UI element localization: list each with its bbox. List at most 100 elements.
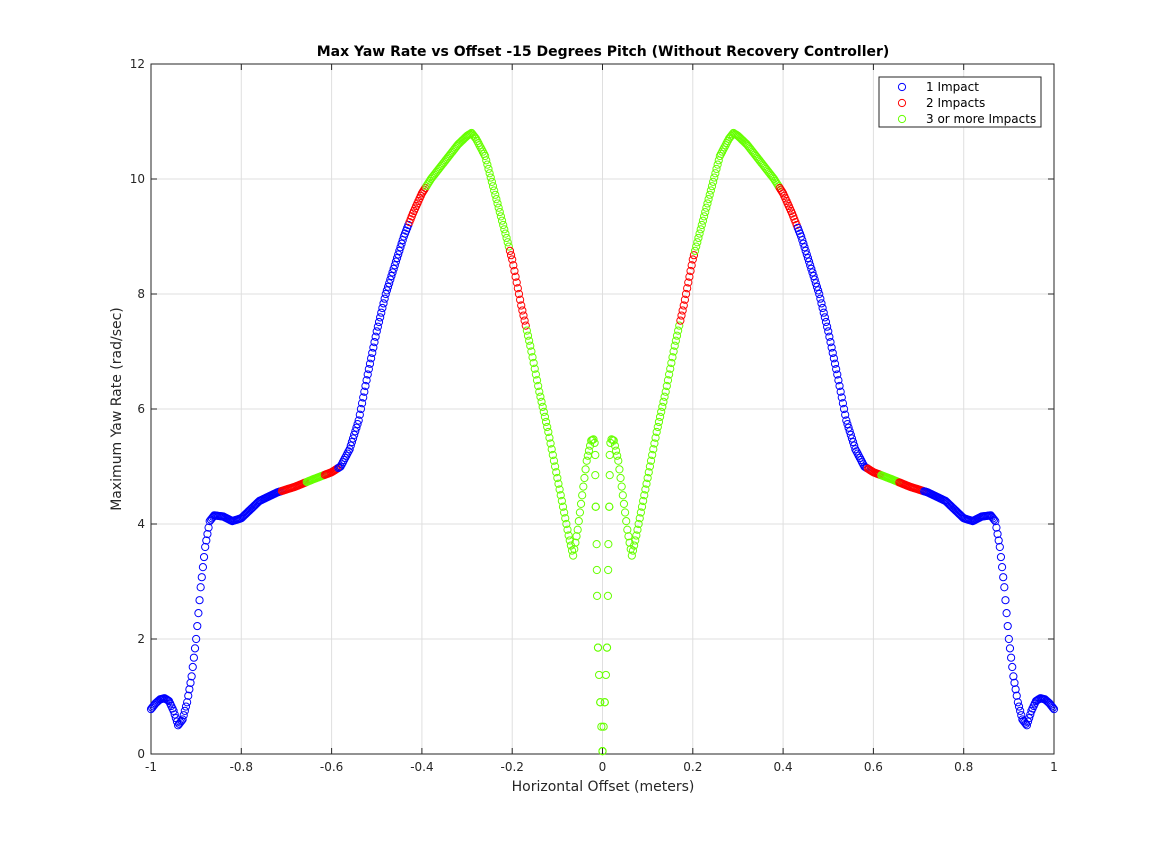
data-point — [517, 301, 526, 310]
data-point — [669, 347, 678, 356]
data-point — [625, 538, 634, 547]
data-point — [581, 465, 590, 474]
data-point — [365, 359, 375, 368]
data-point — [199, 552, 209, 562]
data-point — [652, 427, 661, 437]
data-point — [561, 514, 570, 523]
data-point — [690, 246, 700, 255]
data-point — [526, 341, 535, 350]
data-point — [648, 450, 657, 460]
data-point — [1012, 691, 1021, 700]
data-point — [189, 653, 198, 662]
data-point — [668, 353, 677, 362]
data-point — [354, 416, 363, 425]
data-point — [836, 387, 845, 396]
data-point — [851, 445, 860, 454]
data-point — [361, 381, 370, 391]
data-point — [518, 306, 527, 315]
data-point — [347, 437, 357, 447]
data-point — [657, 407, 666, 416]
data-point — [641, 485, 650, 494]
data-point — [650, 439, 659, 448]
data-point — [535, 387, 544, 396]
data-point — [563, 525, 572, 534]
data-point — [391, 257, 401, 266]
data-point — [172, 717, 182, 726]
data-point — [995, 542, 1004, 552]
data-point — [997, 563, 1007, 572]
data-point — [508, 255, 517, 264]
data-point — [183, 698, 192, 707]
data-point — [595, 670, 604, 680]
data-point — [616, 473, 625, 483]
data-point — [488, 182, 498, 191]
legend-marker — [897, 114, 907, 124]
data-point — [632, 531, 641, 540]
data-point — [478, 147, 487, 156]
data-point — [385, 279, 394, 288]
data-point — [190, 644, 200, 653]
data-point — [1049, 705, 1059, 714]
data-point — [395, 246, 404, 255]
data-point — [1001, 596, 1010, 605]
data-point — [605, 502, 614, 511]
data-point — [339, 455, 349, 465]
x-tick-label: 0 — [599, 760, 607, 774]
data-point — [672, 331, 682, 340]
data-point — [560, 508, 569, 517]
data-point — [619, 499, 629, 508]
data-point — [490, 186, 499, 195]
data-point — [711, 169, 720, 178]
data-point — [201, 542, 210, 552]
data-point — [720, 143, 729, 152]
data-point — [527, 347, 536, 356]
data-point — [367, 354, 376, 363]
data-point — [644, 468, 653, 477]
data-point — [670, 341, 679, 350]
data-point — [663, 376, 673, 385]
data-point — [593, 643, 603, 652]
data-point — [198, 563, 208, 572]
data-point — [484, 164, 493, 174]
legend-entry-label: 3 or more Impacts — [926, 112, 1036, 126]
data-point — [639, 496, 648, 506]
data-point — [530, 364, 539, 373]
data-point — [589, 435, 598, 444]
data-point — [381, 289, 390, 299]
data-point — [392, 253, 402, 263]
data-point — [991, 517, 1000, 526]
data-point — [529, 358, 538, 368]
data-point — [848, 437, 858, 447]
data-point — [525, 336, 534, 345]
data-point — [817, 299, 826, 308]
data-point — [362, 376, 371, 385]
y-tick-label: 2 — [137, 632, 145, 646]
data-point — [176, 718, 185, 727]
x-tick-label: 0.2 — [683, 760, 702, 774]
data-point — [1048, 703, 1057, 712]
data-point — [504, 242, 513, 251]
y-tick-label: 0 — [137, 747, 145, 761]
data-point — [699, 212, 709, 221]
data-point — [1013, 698, 1022, 707]
data-point — [553, 473, 562, 483]
data-point — [503, 238, 512, 247]
data-point — [684, 278, 693, 287]
data-point — [636, 508, 645, 517]
data-point — [202, 536, 211, 545]
data-point — [192, 634, 201, 644]
data-point — [702, 203, 711, 212]
data-point — [813, 286, 823, 295]
data-point — [352, 423, 361, 432]
data-point — [685, 272, 694, 281]
data-point — [203, 529, 212, 539]
data-point — [547, 445, 556, 454]
data-point — [804, 257, 814, 266]
data-point — [1023, 717, 1033, 726]
data-point — [662, 381, 671, 391]
data-point — [646, 456, 656, 465]
data-point — [633, 525, 642, 534]
data-point — [376, 313, 385, 322]
data-point — [829, 354, 838, 363]
